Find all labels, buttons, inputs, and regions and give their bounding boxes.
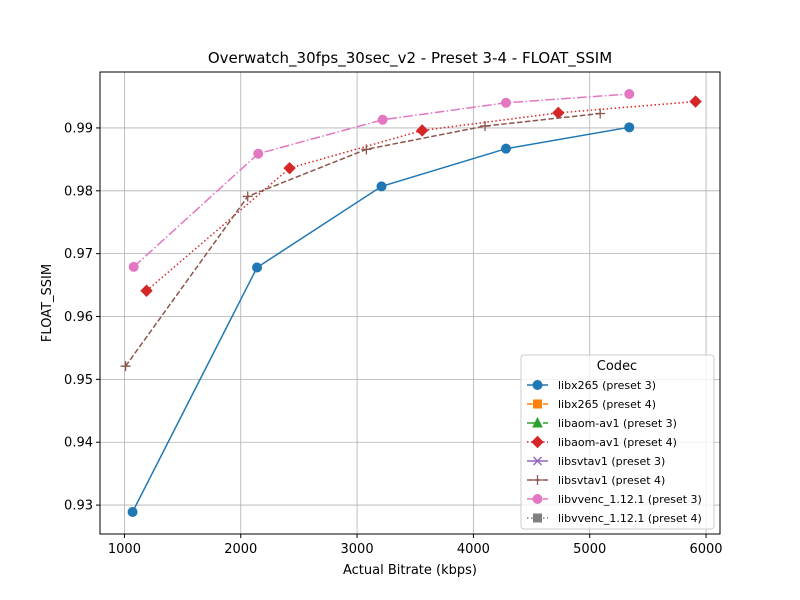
- legend-marker-2: [532, 416, 543, 428]
- series-line-6: [133, 93, 630, 268]
- y-tick-label: 0.97: [64, 247, 93, 262]
- x-axis-label: Actual Bitrate (kbps): [343, 563, 477, 578]
- legend-marker-4: [532, 456, 543, 466]
- data-point-5: [480, 121, 491, 132]
- data-point-6: [500, 97, 511, 108]
- data-point-5: [361, 144, 372, 155]
- data-point-6: [377, 114, 388, 125]
- legend-marker-0: [532, 380, 543, 390]
- legend-label-2: libaom-av1 (preset 3): [558, 417, 677, 430]
- y-axis-label: FLOAT_SSIM: [40, 264, 55, 342]
- data-point-5: [595, 108, 606, 119]
- legend-title: Codec: [597, 359, 637, 374]
- legend-marker-3: [531, 435, 544, 449]
- legend-marker-7: [533, 513, 542, 523]
- legend-label-5: libsvtav1 (preset 4): [558, 474, 665, 487]
- grid-layer: [100, 72, 720, 534]
- legend-label-7: libvvenc_1.12.1 (preset 4): [558, 512, 702, 525]
- x-tick-label: 3000: [341, 542, 374, 557]
- data-point-6: [624, 89, 635, 99]
- legend-marker-6: [532, 494, 543, 504]
- legend-label-4: libsvtav1 (preset 3): [558, 455, 665, 468]
- data-point-3: [416, 124, 429, 137]
- data-point-0: [127, 507, 138, 517]
- legend-label-6: libvvenc_1.12.1 (preset 3): [558, 493, 702, 506]
- y-tick-label: 0.98: [64, 184, 93, 199]
- x-tick-label: 2000: [224, 542, 257, 557]
- y-tick-label: 0.96: [64, 310, 93, 325]
- y-tick-label: 0.94: [64, 436, 93, 451]
- data-point-0: [624, 122, 635, 133]
- data-point-0: [376, 181, 387, 192]
- data-point-6: [128, 261, 139, 272]
- series-line-3: [146, 100, 696, 292]
- data-point-3: [283, 161, 296, 175]
- x-tick-label: 1000: [108, 542, 141, 557]
- y-tick-label: 0.99: [64, 121, 93, 136]
- y-tick-label: 0.95: [64, 373, 93, 388]
- legend-label-1: libx265 (preset 4): [558, 398, 656, 411]
- data-point-3: [689, 95, 702, 108]
- legend: Codec libx265 (preset 3) libx265 (preset …: [520, 354, 715, 530]
- x-tick-label: 6000: [689, 542, 722, 557]
- legend-box: [520, 354, 715, 530]
- data-point-6: [253, 148, 264, 159]
- series-layer: [120, 89, 702, 517]
- chart-title: Overwatch_30fps_30sec_v2 - Preset 3-4 - …: [208, 49, 612, 68]
- legend-label-0: libx265 (preset 3): [558, 379, 656, 392]
- data-point-5: [242, 191, 253, 202]
- data-point-0: [252, 262, 263, 273]
- plot-frame: [99, 71, 721, 535]
- legend-label-3: libaom-av1 (preset 4): [558, 436, 677, 449]
- legend-marker-5: [532, 475, 543, 485]
- x-tick-label: 4000: [457, 542, 490, 557]
- data-point-0: [500, 143, 511, 154]
- x-tick-label: 5000: [573, 542, 606, 557]
- y-tick-label: 0.93: [64, 499, 93, 514]
- legend-marker-1: [533, 399, 542, 409]
- data-point-3: [140, 284, 153, 297]
- data-point-5: [120, 361, 131, 372]
- tick-layer: 1000 2000 3000 4000 5000 6000 0.93 0.94 0.95 0.96…: [64, 121, 723, 557]
